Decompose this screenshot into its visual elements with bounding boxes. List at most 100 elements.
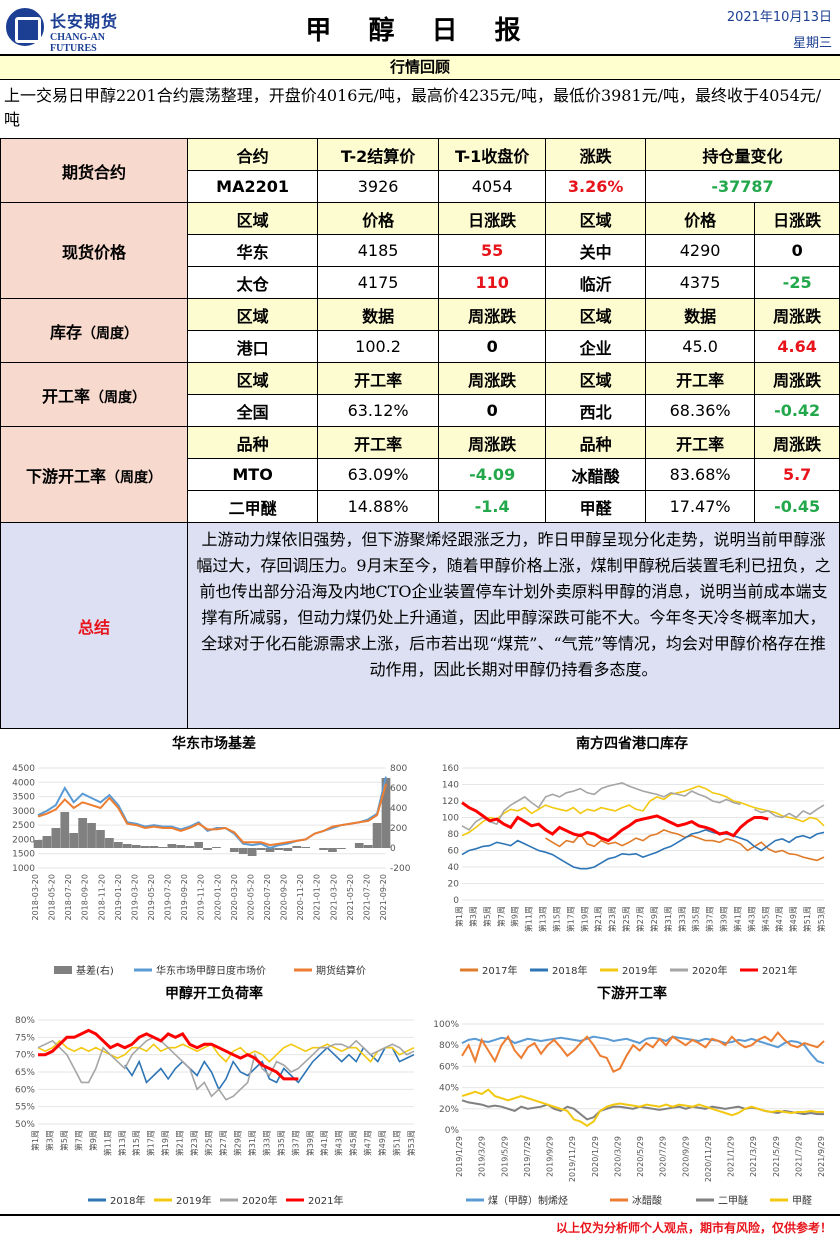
- logo-cn-text: 长安期货: [50, 12, 119, 31]
- basis-bar: [319, 848, 328, 850]
- x-tick-label: 第15周: [551, 906, 561, 932]
- x-tick-label: 2020/1/29: [591, 1136, 600, 1177]
- x-tick-label: 2019-05-20: [147, 874, 156, 921]
- inventory-value: 45.0: [644, 330, 756, 363]
- downstream-header: 周涨跌: [754, 426, 840, 459]
- basis-bar: [283, 848, 293, 851]
- y-tick-label: 75%: [15, 1033, 35, 1043]
- x-tick-label: 第31周: [663, 906, 673, 932]
- x-tick-label: 2019-07-20: [164, 874, 173, 921]
- y2-tick-label: -200: [390, 864, 411, 874]
- spot-change: 0: [754, 234, 840, 267]
- x-tick-label: 第39周: [719, 906, 729, 932]
- series-line: [461, 1099, 824, 1121]
- x-tick-label: 2019/5/29: [500, 1136, 509, 1177]
- x-tick-label: 第33周: [677, 906, 687, 932]
- y-tick-label: 4500: [12, 764, 35, 774]
- y-tick-label: 1000: [12, 864, 35, 874]
- market-data-table: 期货合约 合约 T-2结算价 T-1收盘价 涨跌 持仓量变化 MA2201 39…: [0, 138, 840, 729]
- report-title: 甲 醇 日 报: [305, 16, 535, 46]
- basis-bar: [149, 846, 159, 848]
- basis-bar: [363, 845, 373, 848]
- operating-header: 开工率: [317, 362, 439, 395]
- futures-settle: 3926: [317, 170, 439, 203]
- spot-header: 区域: [186, 202, 319, 235]
- basis-bar: [105, 838, 114, 848]
- basis-bar: [337, 848, 346, 849]
- x-tick-label: 第21周: [175, 1130, 185, 1156]
- operating-header: 区域: [186, 362, 319, 395]
- downstream-header: 品种: [545, 426, 646, 459]
- x-tick-label: 2021/3/29: [749, 1136, 758, 1177]
- downstream-product: 甲醛: [545, 490, 646, 523]
- spot-price: 4290: [644, 234, 756, 267]
- series-line: [38, 1028, 299, 1081]
- x-tick-label: 2019-03-20: [130, 874, 139, 921]
- downstream-header: 开工率: [317, 426, 439, 459]
- basis-bar: [372, 823, 382, 848]
- y-tick-label: 60%: [439, 1062, 459, 1072]
- x-tick-label: 2019/11/29: [568, 1136, 577, 1182]
- basis-bar: [256, 848, 266, 850]
- x-tick-label: 第49周: [788, 906, 798, 932]
- x-tick-label: 第3周: [44, 1130, 54, 1151]
- basis-bar: [42, 836, 52, 848]
- x-tick-label: 2020/5/29: [636, 1136, 645, 1177]
- x-tick-label: 第53周: [406, 1130, 416, 1156]
- futures-label: 期货合约: [0, 138, 188, 203]
- methanol-operating-chart: 甲醇开工负荷率 80% 75% 70% 65% 60% 55% 50%第1周 第3周 第5周 第7周…: [15, 985, 416, 1207]
- inventory-header: 周涨跌: [437, 298, 547, 331]
- legend-label: 2017年: [482, 964, 517, 977]
- inventory-label: 库存（周度）: [0, 298, 188, 363]
- basis-bar: [212, 847, 221, 848]
- basis-bar: [167, 844, 177, 848]
- basis-bar: [33, 840, 43, 848]
- series-line: [461, 782, 825, 831]
- x-tick-label: 第3周: [468, 906, 478, 927]
- x-tick-label: 第7周: [496, 906, 506, 927]
- downstream-change: -1.4: [437, 490, 547, 523]
- x-tick-label: 第53周: [816, 906, 826, 932]
- x-tick-label: 2021-01-20: [313, 874, 322, 921]
- downstream-rate: 63.09%: [317, 458, 439, 491]
- spot-header: 价格: [317, 202, 439, 235]
- x-tick-label: 第45周: [760, 906, 770, 932]
- downstream-rate: 83.68%: [644, 458, 756, 491]
- y-tick-label: 70%: [15, 1051, 35, 1061]
- operating-rate: 63.12%: [317, 394, 439, 427]
- x-tick-label: 第27周: [635, 906, 645, 932]
- report-weekday: 星期三: [792, 36, 832, 51]
- x-tick-label: 2019/7/29: [523, 1136, 532, 1177]
- downstream-header: 开工率: [644, 426, 756, 459]
- x-tick-label: 第35周: [691, 906, 701, 932]
- basis-bar: [381, 778, 391, 848]
- x-tick-label: 第19周: [579, 906, 589, 932]
- spot-header: 价格: [644, 202, 756, 235]
- x-tick-label: 2020/11/29: [704, 1136, 713, 1182]
- downstream-label-text: 下游开工率: [25, 466, 106, 486]
- x-tick-label: 2021-09-20: [379, 874, 388, 921]
- x-tick-label: 第47周: [363, 1130, 373, 1156]
- operating-region: 全国: [186, 394, 319, 427]
- legend-label: 2018年: [552, 964, 587, 977]
- x-tick-label: 2020-07-20: [263, 874, 272, 921]
- x-tick-label: 2018-03-20: [31, 874, 40, 921]
- y-tick-label: 4000: [12, 778, 35, 788]
- x-tick-label: 2018-09-20: [81, 874, 90, 921]
- spot-region: 华东: [186, 234, 319, 267]
- basis-bar: [96, 830, 105, 848]
- y-tick-label: 120: [442, 797, 459, 807]
- x-tick-label: 第45周: [348, 1130, 358, 1156]
- downstream-operating-chart: 下游开工率 100% 80% 60% 40% 20% 0%2019/1/29 2019/3/2…: [433, 985, 826, 1207]
- operating-rate: 68.36%: [644, 394, 756, 427]
- legend-label: 2021年: [762, 964, 797, 977]
- x-tick-label: 第11周: [524, 906, 534, 932]
- spot-header: 区域: [545, 202, 646, 235]
- basis-bar: [203, 848, 212, 850]
- downstream-product: MTO: [186, 458, 319, 491]
- y-tick-label: 3500: [12, 793, 35, 803]
- y2-tick-label: 800: [390, 764, 407, 774]
- spot-header: 日涨跌: [437, 202, 547, 235]
- futures-header-contract: 合约: [186, 138, 319, 171]
- series-line: [461, 785, 825, 837]
